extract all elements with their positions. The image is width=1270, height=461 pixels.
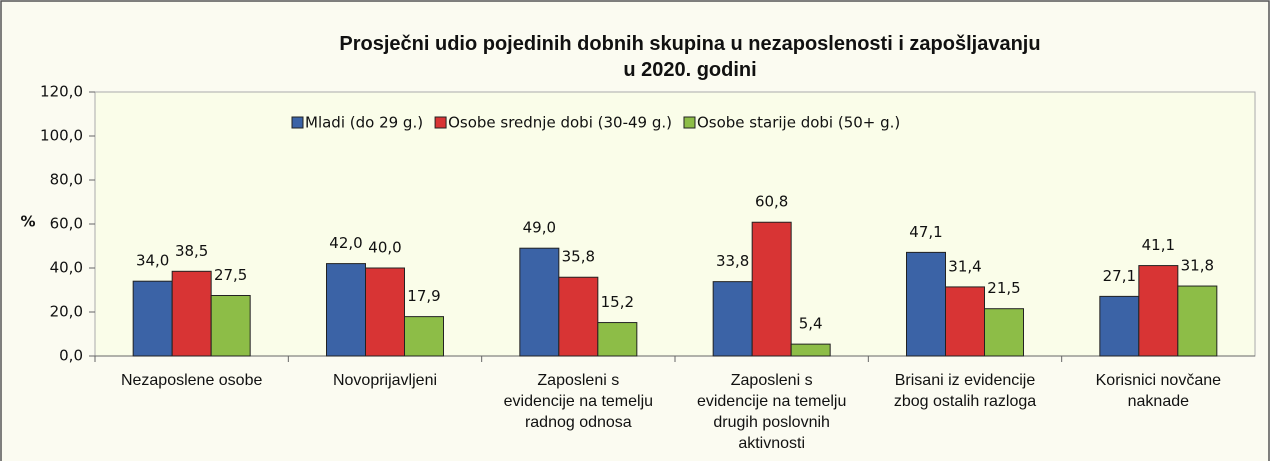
value-label: 42,0 <box>329 234 362 252</box>
value-label: 21,5 <box>987 279 1020 297</box>
x-tick-label: Brisani iz evidencije zbog ostalih razlog… <box>894 372 1036 410</box>
bar <box>984 308 1024 357</box>
bar <box>790 343 831 357</box>
x-tick-label: Korisnici novčane naknade <box>1096 372 1222 410</box>
bar <box>171 270 212 357</box>
x-tick-label: Novoprijavljeni <box>333 372 437 389</box>
legend-swatch <box>291 116 304 129</box>
y-tick-label: 120,0 <box>40 83 83 101</box>
value-label: 38,5 <box>175 242 208 260</box>
bar <box>945 286 985 357</box>
value-label: 33,8 <box>716 252 749 270</box>
x-tick-label: Zaposleni s evidencije na temelju drugih p… <box>697 372 846 452</box>
y-tick-label: 80,0 <box>50 171 83 189</box>
legend-swatch <box>434 116 447 129</box>
bar <box>597 322 638 357</box>
value-label: 5,4 <box>799 315 823 333</box>
legend-label: Osobe srednje dobi (30-49 g.) <box>448 114 672 132</box>
value-label: 27,1 <box>1103 267 1136 285</box>
value-label: 27,5 <box>214 266 247 284</box>
plot-area <box>94 91 1256 357</box>
bar <box>558 276 599 357</box>
legend-swatch <box>683 116 696 129</box>
bar <box>210 295 251 357</box>
y-axis-label: % <box>20 213 35 231</box>
value-label: 41,1 <box>1142 236 1175 254</box>
value-label: 47,1 <box>909 223 942 241</box>
value-label: 60,8 <box>755 193 788 211</box>
bar <box>1099 295 1140 357</box>
y-tick-label: 100,0 <box>40 127 83 145</box>
bar <box>906 251 946 357</box>
bar <box>365 267 405 357</box>
legend-label: Osobe starije dobi (50+ g.) <box>697 114 900 132</box>
y-tick-label: 40,0 <box>50 259 83 277</box>
bar <box>326 263 366 357</box>
value-label: 35,8 <box>562 248 595 266</box>
value-label: 17,9 <box>407 287 440 305</box>
x-tick-label: Nezaposlene osobe <box>121 372 263 389</box>
bar <box>751 221 792 357</box>
bar <box>404 316 444 357</box>
value-label: 49,0 <box>523 219 556 237</box>
value-label: 40,0 <box>368 239 401 257</box>
value-label: 15,2 <box>601 293 634 311</box>
bar <box>712 281 753 357</box>
value-label: 31,4 <box>948 257 981 275</box>
value-label: 31,8 <box>1181 257 1214 275</box>
bar <box>132 280 173 357</box>
y-tick-label: 20,0 <box>50 303 83 321</box>
x-tick-label: Zaposleni s evidencije na temelju radnog o… <box>504 372 653 431</box>
y-tick-label: 0,0 <box>59 347 83 365</box>
legend-label: Mladi (do 29 g.) <box>305 114 423 132</box>
value-label: 34,0 <box>136 252 169 270</box>
chart-title: Prosječni udio pojedinih dobnih skupina … <box>339 33 1040 81</box>
y-tick-label: 60,0 <box>50 215 83 233</box>
bar <box>1177 285 1218 357</box>
bar <box>519 247 560 357</box>
bar <box>1138 265 1179 357</box>
